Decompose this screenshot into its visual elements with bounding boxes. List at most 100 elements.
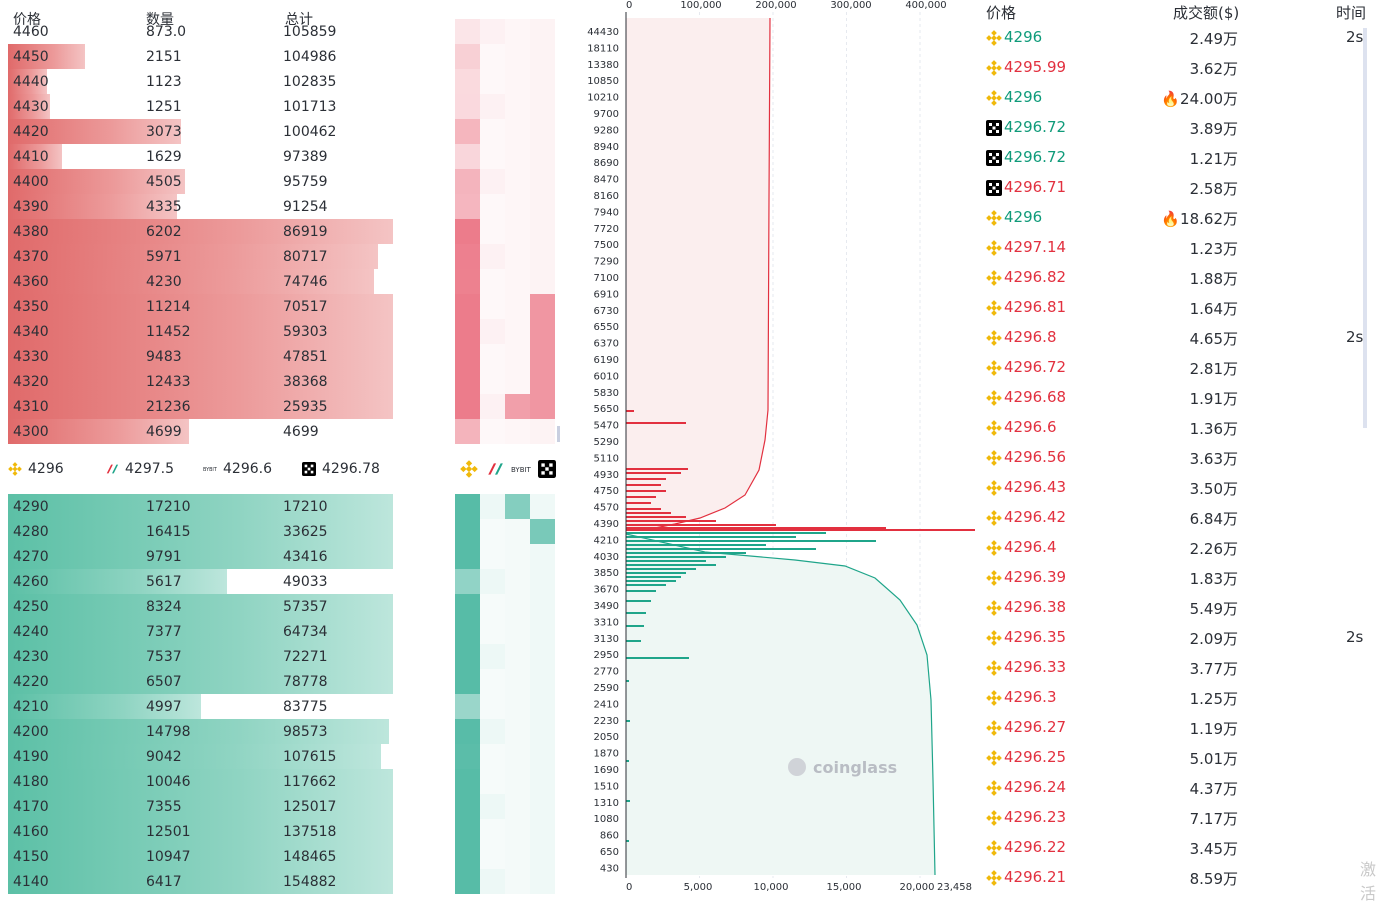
heatmap-cell xyxy=(505,619,530,644)
trade-row[interactable]: 4296.42 6.84万 xyxy=(978,504,1377,534)
filter-binance[interactable] xyxy=(458,458,480,480)
ask-row[interactable]: 4380 6202 86919 xyxy=(8,219,393,244)
filter-okx[interactable] xyxy=(536,458,558,480)
trade-row[interactable]: 4296.25 5.01万 xyxy=(978,744,1377,774)
bid-row[interactable]: 4250 8324 57357 xyxy=(8,594,393,619)
bid-row[interactable]: 4200 14798 98573 xyxy=(8,719,393,744)
price-axis-label: 5650 xyxy=(594,404,619,415)
trade-row[interactable]: 4296 🔥24.00万 xyxy=(978,84,1377,114)
trade-row[interactable]: 4296.4 2.26万 xyxy=(978,534,1377,564)
ask-row[interactable]: 4460 873.0 105859 xyxy=(8,19,393,44)
bid-row[interactable]: 4260 5617 49033 xyxy=(8,569,393,594)
exchange-icon xyxy=(986,210,1002,226)
trade-row[interactable]: 4296.33 3.77万 xyxy=(978,654,1377,684)
ask-row[interactable]: 4300 4699 4699 xyxy=(8,419,393,444)
trade-row[interactable]: 4296.22 3.45万 xyxy=(978,834,1377,864)
trade-amount: 2.81万 xyxy=(1190,358,1238,379)
trade-row[interactable]: 4296.24 4.37万 xyxy=(978,774,1377,804)
heatmap-cell xyxy=(480,669,505,694)
heatmap-cell xyxy=(505,519,530,544)
ask-row[interactable]: 4370 5971 80717 xyxy=(8,244,393,269)
bid-row[interactable]: 4170 7355 125017 xyxy=(8,794,393,819)
cell-price: 4450 xyxy=(13,49,49,65)
cell-qty: 873.0 xyxy=(146,24,187,40)
trade-row[interactable]: 4296.23 7.17万 xyxy=(978,804,1377,834)
ask-row[interactable]: 4330 9483 47851 xyxy=(8,344,393,369)
trades-scrollbar[interactable] xyxy=(1363,28,1367,428)
trade-row[interactable]: 4296.56 3.63万 xyxy=(978,444,1377,474)
depth-bar xyxy=(8,369,393,394)
trade-row[interactable]: 4295.99 3.62万 xyxy=(978,54,1377,84)
ask-row[interactable]: 4390 4335 91254 xyxy=(8,194,393,219)
trade-row[interactable]: 4296.39 1.83万 xyxy=(978,564,1377,594)
trade-row[interactable]: 4296.21 8.59万 xyxy=(978,864,1377,894)
cell-price: 4390 xyxy=(13,199,49,215)
bid-row[interactable]: 4180 10046 117662 xyxy=(8,769,393,794)
cell-qty: 11214 xyxy=(146,299,191,315)
trade-row[interactable]: 4296.72 1.21万 xyxy=(978,144,1377,174)
bid-row[interactable]: 4230 7537 72271 xyxy=(8,644,393,669)
heatmap-cell xyxy=(530,619,555,644)
trade-row[interactable]: 4296.43 3.50万 xyxy=(978,474,1377,504)
trade-row[interactable]: 4296.38 5.49万 xyxy=(978,594,1377,624)
heatmap-cell xyxy=(455,869,480,894)
exchange-okx[interactable]: 4296.78 xyxy=(302,461,380,477)
trade-row[interactable]: 4296 🔥18.62万 xyxy=(978,204,1377,234)
cell-total: 57357 xyxy=(283,599,328,615)
bid-volume-bar xyxy=(626,544,766,546)
ask-row[interactable]: 4320 12433 38368 xyxy=(8,369,393,394)
filter-okx-slash[interactable] xyxy=(484,458,506,480)
trade-row[interactable]: 4297.14 1.23万 xyxy=(978,234,1377,264)
exchange-okx-slash[interactable]: 4297.5 xyxy=(105,461,174,477)
heatmap-cell xyxy=(530,194,555,219)
exchange-binance[interactable]: 4296 xyxy=(8,461,64,477)
trade-row[interactable]: 4296 2.49万 2s xyxy=(978,24,1377,54)
bid-row[interactable]: 4280 16415 33625 xyxy=(8,519,393,544)
ask-row[interactable]: 4310 21236 25935 xyxy=(8,394,393,419)
okx-slash-icon xyxy=(488,463,503,475)
ask-row[interactable]: 4430 1251 101713 xyxy=(8,94,393,119)
trade-row[interactable]: 4296.3 1.25万 xyxy=(978,684,1377,714)
trade-row[interactable]: 4296.81 1.64万 xyxy=(978,294,1377,324)
bid-row[interactable]: 4240 7377 64734 xyxy=(8,619,393,644)
bottom-axis-label: 10,000 xyxy=(754,882,789,893)
bid-row[interactable]: 4220 6507 78778 xyxy=(8,669,393,694)
ask-row[interactable]: 4400 4505 95759 xyxy=(8,169,393,194)
bid-row[interactable]: 4210 4997 83775 xyxy=(8,694,393,719)
bid-row[interactable]: 4290 17210 17210 xyxy=(8,494,393,519)
cell-qty: 7377 xyxy=(146,624,182,640)
ask-volume-bar xyxy=(626,484,661,486)
trade-price: 4296.39 xyxy=(1004,568,1067,586)
ask-row[interactable]: 4450 2151 104986 xyxy=(8,44,393,69)
trade-row[interactable]: 4296.6 1.36万 xyxy=(978,414,1377,444)
ask-row[interactable]: 4440 1123 102835 xyxy=(8,69,393,94)
trade-row[interactable]: 4296.82 1.88万 xyxy=(978,264,1377,294)
scrollbar-thumb[interactable] xyxy=(557,426,560,442)
cell-total: 91254 xyxy=(283,199,328,215)
trade-row[interactable]: 4296.35 2.09万 2s xyxy=(978,624,1377,654)
exchange-icon xyxy=(986,870,1002,886)
ask-row[interactable]: 4350 11214 70517 xyxy=(8,294,393,319)
bid-row[interactable]: 4270 9791 43416 xyxy=(8,544,393,569)
exchange-bybit[interactable]: BYBIT 4296.6 xyxy=(203,461,272,477)
cell-price: 4220 xyxy=(13,674,49,690)
trade-row[interactable]: 4296.71 2.58万 xyxy=(978,174,1377,204)
bid-row[interactable]: 4160 12501 137518 xyxy=(8,819,393,844)
trade-row[interactable]: 4296.8 4.65万 2s xyxy=(978,324,1377,354)
trade-row[interactable]: 4296.72 2.81万 xyxy=(978,354,1377,384)
trade-row[interactable]: 4296.72 3.89万 xyxy=(978,114,1377,144)
cell-qty: 1123 xyxy=(146,74,182,90)
bid-row[interactable]: 4150 10947 148465 xyxy=(8,844,393,869)
heatmap-cell xyxy=(530,644,555,669)
bid-volume-bar xyxy=(626,680,629,682)
ask-row[interactable]: 4420 3073 100462 xyxy=(8,119,393,144)
bid-row[interactable]: 4140 6417 154882 xyxy=(8,869,393,894)
price-axis-label: 5470 xyxy=(594,421,619,432)
filter-bybit[interactable]: BYBIT xyxy=(510,458,532,480)
bid-row[interactable]: 4190 9042 107615 xyxy=(8,744,393,769)
ask-row[interactable]: 4340 11452 59303 xyxy=(8,319,393,344)
ask-row[interactable]: 4360 4230 74746 xyxy=(8,269,393,294)
trade-row[interactable]: 4296.27 1.19万 xyxy=(978,714,1377,744)
trade-row[interactable]: 4296.68 1.91万 xyxy=(978,384,1377,414)
ask-row[interactable]: 4410 1629 97389 xyxy=(8,144,393,169)
